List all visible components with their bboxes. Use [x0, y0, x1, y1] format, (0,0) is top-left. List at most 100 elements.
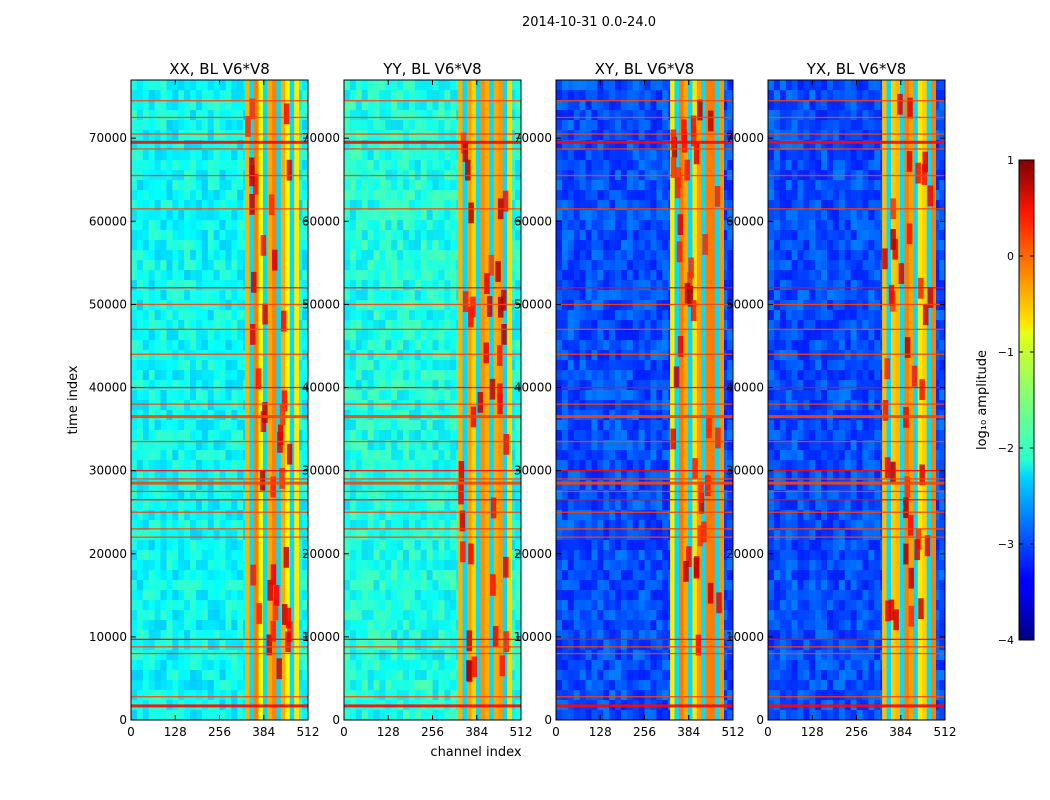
heatmap-cell: [426, 190, 433, 201]
heatmap-cell: [207, 130, 214, 141]
heatmap-cell: [556, 490, 563, 501]
hot-block: [273, 585, 280, 606]
heatmap-cell: [420, 550, 427, 561]
heatmap-cell: [573, 520, 580, 531]
heatmap-cell: [201, 290, 208, 301]
heatmap-cell: [438, 490, 445, 501]
heatmap-cell: [201, 300, 208, 311]
heatmap-cell: [573, 240, 580, 251]
heatmap-cell: [207, 220, 214, 231]
heatmap-cell: [160, 130, 167, 141]
heatmap-cell: [373, 230, 380, 241]
heatmap-cell: [426, 100, 433, 111]
heatmap-cell: [190, 360, 197, 371]
heatmap-cell: [567, 640, 574, 651]
heatmap-cell: [591, 680, 598, 691]
heatmap-cell: [367, 620, 374, 631]
heatmap-cell: [355, 510, 362, 521]
heatmap-cell: [296, 370, 303, 381]
heatmap-cell: [172, 370, 179, 381]
heatmap-cell: [597, 110, 604, 121]
heatmap-cell: [213, 510, 220, 521]
heatmap-cell: [632, 380, 639, 391]
heatmap-cell: [349, 670, 357, 681]
heatmap-cell: [344, 320, 351, 331]
heatmap-cell: [438, 470, 445, 481]
hot-block: [286, 159, 293, 181]
heatmap-cell: [509, 330, 516, 341]
heatmap-cell: [302, 150, 309, 161]
heatmap-cell: [237, 520, 244, 531]
heatmap-cell: [296, 480, 303, 491]
heatmap-cell: [373, 400, 380, 411]
heatmap-cell: [213, 280, 220, 291]
heatmap-cell: [414, 120, 421, 131]
heatmap-cell: [615, 270, 622, 281]
heatmap-cell: [207, 300, 214, 311]
heatmap-cell: [397, 360, 404, 371]
heatmap-cell: [615, 640, 622, 651]
heatmap-cell: [561, 690, 569, 701]
heatmap-cell: [556, 300, 563, 311]
heatmap-cell: [213, 450, 220, 461]
heatmap-cell: [573, 130, 580, 141]
heatmap-cell: [178, 710, 185, 721]
heatmap-cell: [207, 390, 214, 401]
heatmap-cell: [213, 90, 220, 101]
heatmap-cell: [213, 690, 220, 701]
heatmap-cell: [609, 500, 616, 511]
heatmap-cell: [349, 690, 357, 701]
heatmap-cell: [408, 190, 416, 201]
heatmap-cell: [207, 490, 214, 501]
heatmap-cell: [166, 440, 173, 451]
channel-stripe: [285, 80, 291, 720]
heatmap-cell: [432, 220, 439, 231]
heatmap-cell: [344, 520, 351, 531]
heatmap-cell: [213, 240, 220, 251]
heatmap-cell: [420, 460, 427, 471]
heatmap-cell: [219, 310, 226, 321]
heatmap-cell: [190, 250, 197, 261]
heatmap-cell: [355, 620, 362, 631]
heatmap-cell: [632, 540, 639, 551]
heatmap-cell: [397, 640, 404, 651]
heatmap-cell: [213, 610, 220, 621]
heatmap-cell: [609, 120, 616, 131]
heatmap-cell: [213, 630, 220, 641]
heatmap-cell: [225, 520, 232, 531]
heatmap-cell: [136, 570, 144, 581]
heatmap-cell: [615, 690, 622, 701]
heatmap-cell: [379, 190, 386, 201]
heatmap-cell: [361, 260, 368, 271]
heatmap-cell: [237, 690, 244, 701]
heatmap-cell: [432, 240, 439, 251]
heatmap-cell: [154, 120, 161, 131]
heatmap-cell: [556, 230, 563, 241]
heatmap-cell: [131, 590, 138, 601]
heatmap-cell: [302, 430, 309, 441]
heatmap-cell: [579, 470, 586, 481]
heatmap-cell: [609, 270, 616, 281]
heatmap-cell: [432, 330, 439, 341]
heatmap-cell: [296, 400, 303, 411]
heatmap-cell: [237, 390, 244, 401]
heatmap-cell: [195, 440, 203, 451]
heatmap-cell: [213, 130, 220, 141]
heatmap-cell: [450, 330, 457, 341]
heatmap-cell: [450, 650, 457, 661]
heatmap-cell: [355, 550, 362, 561]
heatmap-cell: [136, 90, 144, 101]
heatmap-cell: [136, 510, 144, 521]
heatmap-cell: [579, 460, 586, 471]
hot-block: [262, 303, 268, 325]
heatmap-cell: [444, 600, 451, 611]
heatmap-cell: [626, 130, 633, 141]
heatmap-cell: [136, 500, 144, 511]
heatmap-cell: [432, 470, 439, 481]
heatmap-cell: [414, 400, 421, 411]
heatmap-cell: [438, 90, 445, 101]
heatmap-cell: [408, 230, 416, 241]
heatmap-cell: [225, 150, 232, 161]
heatmap-cell: [219, 200, 226, 211]
heatmap-cell: [414, 630, 421, 641]
